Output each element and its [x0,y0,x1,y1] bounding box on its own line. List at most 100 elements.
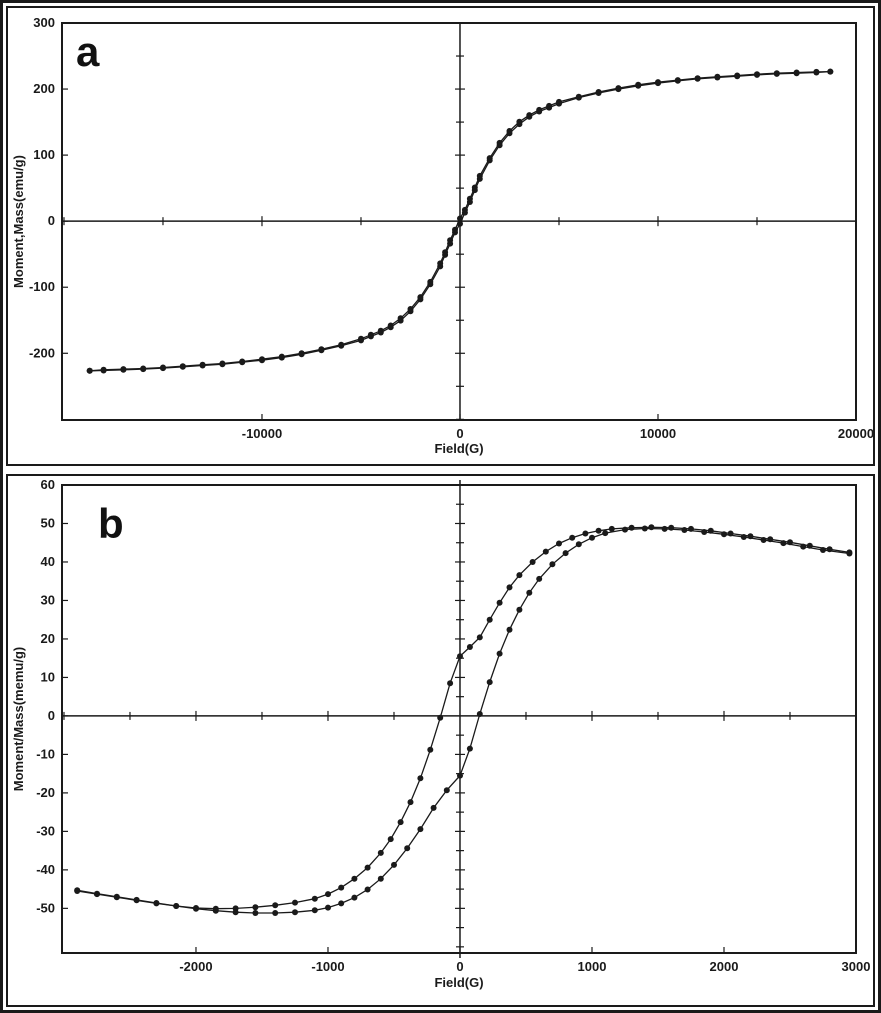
series-line [77,526,850,910]
data-point-marker [212,905,219,912]
y-tick-labels-a: 300 200 100 0 -100 -200 [29,15,55,360]
data-point-marker [338,341,345,348]
data-point-marker [259,356,265,363]
x-tick-label: 1000 [578,959,607,974]
y-tick-label: -200 [29,345,55,360]
data-point-marker [338,884,345,891]
y-tick-label: 200 [33,81,55,96]
data-point-marker [292,899,298,906]
data-point-marker [787,539,793,546]
data-point-marker [754,71,760,78]
tick-marks-a [62,22,857,420]
data-point-marker [387,322,394,329]
data-point-marker [767,536,774,543]
tick-marks-b [62,484,857,953]
data-point-marker [86,367,93,374]
data-point-marker [506,584,513,591]
data-point-marker [417,294,424,301]
data-point-marker [447,237,454,244]
data-point-marker [536,575,543,582]
y-tick-labels-b: 60 50 40 30 20 10 0 -10 -20 -30 -40 -50 [36,477,55,915]
data-point-marker [461,206,468,213]
data-point-marker [364,886,371,893]
data-point-marker [387,836,394,843]
data-point-marker [648,524,655,531]
zero-axes-b [62,480,856,958]
data-point-marker [516,572,523,579]
data-point-marker [199,361,206,368]
data-point-marker [232,905,239,912]
data-point-marker [404,845,411,852]
data-point-marker [397,819,404,826]
data-point-marker [727,530,734,537]
data-point-marker [160,364,166,371]
data-point-marker [153,900,160,906]
data-point-marker [193,905,199,911]
data-point-marker [338,900,345,907]
data-point-marker [486,679,493,686]
y-tick-label: -10 [36,746,55,761]
x-axis-title-b: Field(G) [434,975,483,990]
y-axis-title-a: Moment,Mass(emu/g) [11,155,26,288]
x-axis-title-a: Field(G) [434,441,483,456]
data-point-marker [272,910,279,916]
data-point-marker [173,903,180,909]
data-point-marker [311,907,318,914]
data-point-marker [516,606,523,613]
data-point-marker [457,772,463,779]
data-point-marker [351,894,358,901]
data-point-marker [826,546,833,553]
data-point-marker [430,804,437,811]
x-tick-labels-a: -10000 0 10000 20000 [242,426,873,441]
x-tick-label: 3000 [842,959,871,974]
data-point-marker [466,745,473,752]
x-tick-label: 20000 [838,426,873,441]
data-point-marker [391,861,397,868]
data-point-marker [747,533,754,540]
data-point-marker [476,711,483,717]
data-point-marker [542,548,549,555]
data-point-marker [325,891,331,898]
data-point-marker [377,849,384,856]
series-descending-branch [86,68,834,374]
data-point-marker [367,331,374,338]
data-point-marker [813,68,820,75]
data-point-marker [536,106,543,113]
x-tick-label: -1000 [311,959,344,974]
data-point-marker [496,139,503,146]
data-point-marker [688,525,694,532]
data-point-marker [486,616,493,623]
data-point-marker [602,530,609,537]
data-point-marker [140,365,147,372]
y-tick-label: 10 [41,669,55,684]
y-tick-label: -100 [29,279,55,294]
y-tick-label: 0 [48,708,55,723]
data-point-marker [674,77,681,84]
data-point-marker [437,714,444,721]
y-tick-label: 50 [41,515,55,530]
x-tick-label: 0 [456,959,463,974]
data-point-marker [377,875,384,882]
data-point-marker [846,549,853,556]
data-point-marker [486,155,493,162]
y-tick-label: -50 [36,900,55,915]
x-tick-label: -2000 [179,959,212,974]
panel-letter-b: b [98,500,124,547]
data-point-marker [595,89,602,95]
hysteresis-chart-a: -10000 0 10000 20000 300 200 100 0 -100 -200 Field… [11,15,873,456]
y-tick-label: 40 [41,554,55,569]
data-point-marker [496,650,503,657]
series-descending-branch [74,524,853,912]
data-point-marker [252,904,259,911]
data-point-marker [526,112,533,119]
data-point-marker [417,826,424,833]
data-point-marker [615,85,622,92]
data-point-marker [219,360,226,367]
y-tick-label: -30 [36,823,55,838]
data-point-marker [457,215,463,222]
x-tick-labels-b: -2000 -1000 0 1000 2000 3000 [179,959,870,974]
data-point-marker [113,893,120,900]
data-point-marker [377,327,384,334]
y-tick-label: 100 [33,147,55,162]
